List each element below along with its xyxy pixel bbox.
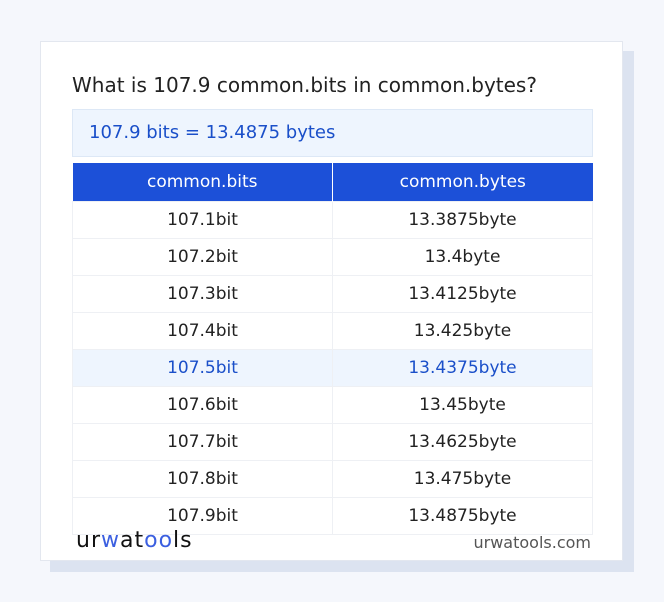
bytes-cell: 13.425byte	[332, 312, 593, 350]
logo-part: at	[120, 528, 145, 553]
bits-cell: 107.9bit	[72, 497, 333, 535]
bytes-cell: 13.4875byte	[332, 497, 593, 535]
table-row: 107.7bit 13.4625byte	[72, 423, 593, 461]
bits-cell: 107.6bit	[72, 386, 333, 424]
bits-cell: 107.7bit	[72, 423, 333, 461]
table-row: 107.5bit 13.4375byte	[72, 349, 593, 387]
bytes-cell: 13.4byte	[332, 238, 593, 276]
table-row: 107.6bit 13.45byte	[72, 386, 593, 424]
bytes-cell: 13.4625byte	[332, 423, 593, 461]
bytes-cell: 13.4375byte	[332, 349, 593, 387]
urwatools-logo[interactable]: urwatools	[76, 528, 193, 553]
bytes-cell: 13.475byte	[332, 460, 593, 498]
page-title: What is 107.9 common.bits in common.byte…	[72, 73, 537, 97]
bytes-cell: 13.4125byte	[332, 275, 593, 313]
table-row: 107.9bit 13.4875byte	[72, 497, 593, 535]
bits-cell: 107.8bit	[72, 460, 333, 498]
table-row: 107.2bit 13.4byte	[72, 238, 593, 276]
bits-cell: 107.5bit	[72, 349, 333, 387]
bits-cell: 107.3bit	[72, 275, 333, 313]
header-bytes: common.bytes	[332, 163, 593, 202]
header-bits: common.bits	[72, 163, 333, 202]
bytes-cell: 13.45byte	[332, 386, 593, 424]
site-link[interactable]: urwatools.com	[473, 533, 592, 552]
logo-part: ls	[173, 528, 193, 553]
logo-part: ur	[76, 528, 101, 553]
converter-card: What is 107.9 common.bits in common.byte…	[40, 41, 623, 561]
result-box: 107.9 bits = 13.4875 bytes	[72, 109, 593, 157]
logo-part: w	[101, 528, 120, 553]
table-row: 107.1bit 13.3875byte	[72, 201, 593, 239]
table-row: 107.8bit 13.475byte	[72, 460, 593, 498]
table-row: 107.3bit 13.4125byte	[72, 275, 593, 313]
conversion-table: common.bits common.bytes 107.1bit 13.3875b…	[72, 163, 593, 535]
bytes-cell: 13.3875byte	[332, 201, 593, 239]
bits-cell: 107.4bit	[72, 312, 333, 350]
bits-cell: 107.1bit	[72, 201, 333, 239]
logo-part: oo	[144, 528, 174, 553]
bits-cell: 107.2bit	[72, 238, 333, 276]
table-row: 107.4bit 13.425byte	[72, 312, 593, 350]
